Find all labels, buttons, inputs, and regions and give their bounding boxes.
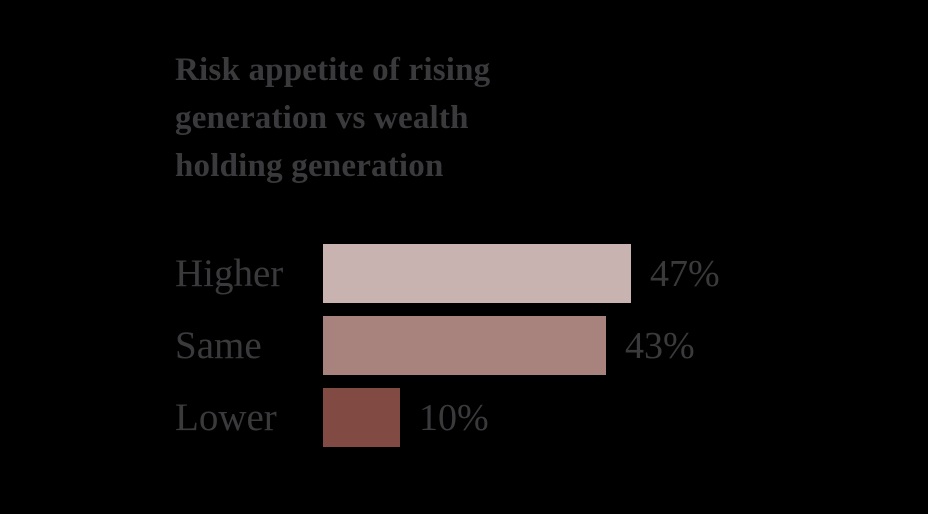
bar-chart: Higher 47% Same 43% Lower 10% (175, 244, 875, 460)
chart-title: Risk appetite of rising generation vs we… (175, 46, 605, 190)
category-label-higher: Higher (175, 252, 284, 295)
bar-same (323, 316, 606, 375)
category-label-lower: Lower (175, 396, 277, 439)
bar-higher (323, 244, 631, 303)
category-label-same: Same (175, 324, 262, 367)
bar-row-lower: Lower 10% (175, 388, 875, 447)
bar-lower (323, 388, 400, 447)
bar-row-same: Same 43% (175, 316, 875, 375)
value-label-same: 43% (625, 324, 695, 367)
chart-title-line-1: Risk appetite of rising (175, 52, 491, 88)
bar-row-higher: Higher 47% (175, 244, 875, 303)
value-label-higher: 47% (650, 252, 720, 295)
value-label-lower: 10% (419, 396, 489, 439)
chart-title-line-2: generation vs wealth (175, 100, 469, 136)
chart-title-line-3: holding generation (175, 148, 444, 184)
